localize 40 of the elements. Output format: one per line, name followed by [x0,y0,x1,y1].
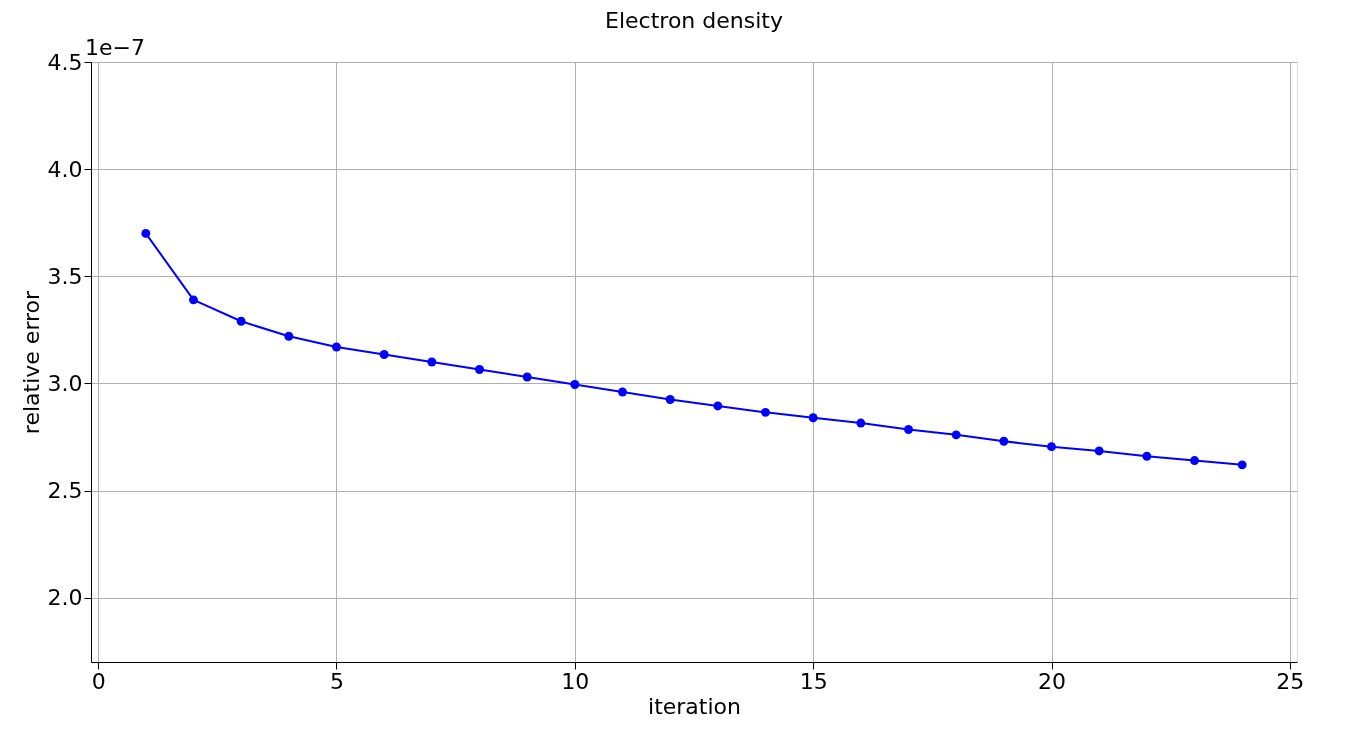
point [570,380,580,389]
point [1237,460,1247,470]
point [713,401,723,411]
x-axis-title: iteration [648,693,741,719]
point [856,418,866,428]
point [999,436,1009,446]
point [284,331,294,341]
point [141,228,151,238]
y-tick-label: 2.0 [47,585,83,611]
point [1047,442,1056,452]
x-tick-label: 10 [561,668,590,694]
x-tick-label: 15 [799,668,828,694]
chart-title: Electron density [605,8,783,33]
point [761,407,770,417]
point [808,413,818,423]
point [427,357,437,367]
x-tick-label: 0 [91,668,106,694]
y-axis-title: relative error [18,289,44,435]
point [951,430,961,440]
point [1190,456,1199,466]
point [522,372,532,382]
point [1094,446,1104,456]
x-tick-label: 20 [1038,668,1067,694]
y-tick-label: 3.0 [47,370,83,396]
point [904,425,913,434]
x-tick-label: 25 [1276,668,1305,694]
point [189,295,198,305]
point [236,316,246,326]
y-tick-label: 2.5 [47,478,83,504]
point [332,342,341,352]
point [1142,451,1152,461]
text: 1e−7 [85,35,145,60]
x-tick-label: 5 [329,668,344,694]
point [665,395,675,404]
y-tick-label: 4.5 [47,49,83,75]
point [379,350,389,359]
point [618,387,627,397]
y-tick-label: 3.5 [47,263,83,289]
y-tick-label: 4.0 [47,156,83,182]
point [475,365,484,374]
